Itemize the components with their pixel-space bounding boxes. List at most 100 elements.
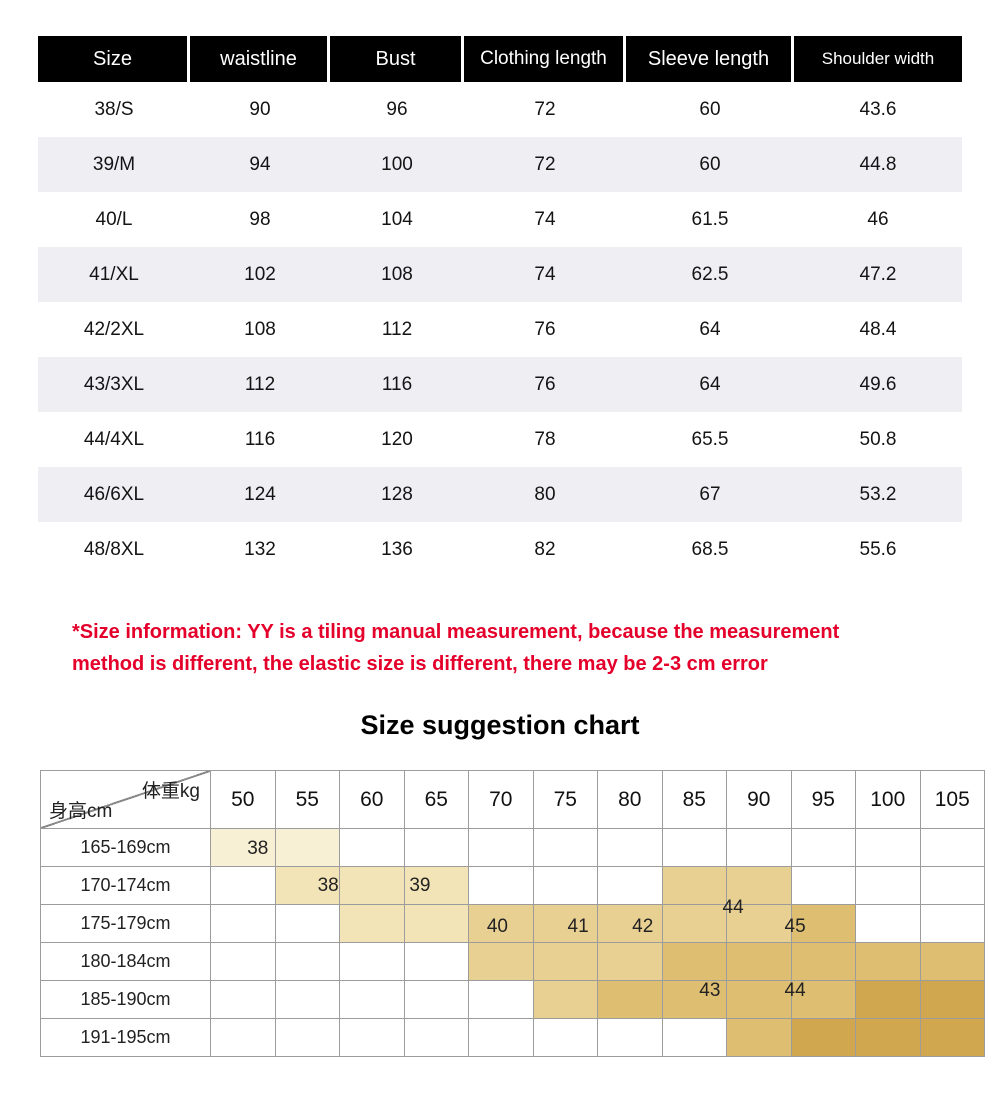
suggestion-cell xyxy=(727,829,792,867)
weight-header-cell: 80 xyxy=(598,771,663,829)
suggestion-cell xyxy=(791,905,856,943)
size-region-label: 43 xyxy=(699,980,721,1002)
weight-header-cell: 90 xyxy=(727,771,792,829)
suggestion-cell xyxy=(275,1019,340,1057)
measurement-cell: 50.8 xyxy=(859,428,897,450)
measurement-cell: 49.6 xyxy=(794,357,962,412)
suggestion-cell xyxy=(598,981,663,1019)
suggestion-cell xyxy=(662,1019,727,1057)
weight-header-cell: 50 xyxy=(211,771,276,829)
height-row-label: 191-195cm xyxy=(41,1019,211,1057)
measurement-cell: 62.5 xyxy=(626,247,794,302)
weight-header-cell: 60 xyxy=(340,771,405,829)
suggestion-cell xyxy=(727,867,792,905)
suggestion-cell xyxy=(275,943,340,981)
height-row-label: 170-174cm xyxy=(41,867,211,905)
suggestion-cell xyxy=(211,943,276,981)
measurement-cell: 78 xyxy=(534,428,556,450)
suggestion-cell xyxy=(533,905,598,943)
size-cell: 41/XL xyxy=(38,247,190,302)
size-cell: 43/3XL xyxy=(38,357,190,412)
size-table-header-cell: Size xyxy=(38,36,190,82)
suggestion-cell xyxy=(598,943,663,981)
suggestion-chart-title: Size suggestion chart xyxy=(360,710,640,740)
size-table-row: 39/M 94 100 72 60 44.8 xyxy=(38,137,962,192)
suggestion-cell xyxy=(920,867,985,905)
suggestion-cell xyxy=(275,981,340,1019)
suggestion-cell xyxy=(856,829,921,867)
measurement-cell: 53.2 xyxy=(794,467,962,522)
suggestion-cell xyxy=(856,1019,921,1057)
weight-header-cell: 65 xyxy=(404,771,469,829)
size-cell: 46/6XL xyxy=(38,467,190,522)
suggestion-cell xyxy=(469,1019,534,1057)
measurement-cell: 64 xyxy=(699,318,721,340)
suggestion-cell xyxy=(727,943,792,981)
suggestion-cell xyxy=(533,981,598,1019)
size-table: Size waistline Bust Clothing length Sleeve l… xyxy=(38,36,962,577)
measurement-cell: 74 xyxy=(534,208,556,230)
size-suggestion-chart: 体重kg 身高cm 50 55 60 65 70 75 80 85 90 95 100 105 165-16… xyxy=(40,770,985,1057)
suggestion-cell xyxy=(791,981,856,1019)
measurement-cell: 108 xyxy=(244,318,276,340)
measurement-cell: 112 xyxy=(381,318,413,340)
measurement-cell: 90 xyxy=(249,98,271,120)
suggestion-cell xyxy=(598,867,663,905)
suggestion-cell xyxy=(404,905,469,943)
measurement-cell: 82 xyxy=(534,538,556,560)
suggestion-cell xyxy=(404,829,469,867)
height-axis-label: 身高cm xyxy=(49,801,113,822)
size-table-header-cell: Bust xyxy=(330,36,464,82)
size-region-label: 44 xyxy=(784,980,806,1002)
measurement-cell: 136 xyxy=(381,538,413,560)
measurement-cell: 98 xyxy=(249,208,271,230)
measurement-cell: 72 xyxy=(534,98,556,120)
suggestion-cell xyxy=(920,905,985,943)
suggestion-cell xyxy=(598,1019,663,1057)
suggestion-cell xyxy=(469,905,534,943)
size-region-label: 40 xyxy=(486,915,508,937)
size-note-line1: *Size information: YY is a tiling manual… xyxy=(72,621,840,643)
measurement-cell: 46 xyxy=(867,208,889,230)
suggestion-cell xyxy=(662,943,727,981)
weight-header-cell: 95 xyxy=(791,771,856,829)
size-table-row: 40/L 98 104 74 61.5 46 xyxy=(38,192,962,247)
size-cell: 48/8XL xyxy=(83,538,145,560)
suggestion-cell xyxy=(856,905,921,943)
size-cell: 44/4XL xyxy=(83,428,145,450)
suggestion-cell xyxy=(856,943,921,981)
size-table-row: 43/3XL 112 116 76 64 49.6 xyxy=(38,357,962,412)
measurement-cell: 116 xyxy=(330,357,464,412)
measurement-cell: 112 xyxy=(190,357,330,412)
suggestion-cell xyxy=(727,981,792,1019)
suggestion-cell xyxy=(920,829,985,867)
measurement-cell: 128 xyxy=(330,467,464,522)
measurement-cell: 60 xyxy=(699,98,721,120)
size-region-label: 41 xyxy=(567,915,589,937)
suggestion-cell xyxy=(662,867,727,905)
size-region-label: 39 xyxy=(409,875,431,897)
measurement-cell: 96 xyxy=(386,98,408,120)
size-cell: 42/2XL xyxy=(83,318,145,340)
size-table-row: 41/XL 102 108 74 62.5 47.2 xyxy=(38,247,962,302)
suggestion-cell xyxy=(469,829,534,867)
size-region-label: 38 xyxy=(317,875,339,897)
suggestion-cell xyxy=(340,867,405,905)
size-cell: 38/S xyxy=(94,98,134,120)
measurement-cell: 124 xyxy=(190,467,330,522)
weight-height-corner-cell: 体重kg 身高cm xyxy=(41,771,211,829)
suggestion-cell xyxy=(791,867,856,905)
suggestion-cell xyxy=(791,829,856,867)
size-table-row: 42/2XL 108 112 76 64 48.4 xyxy=(38,302,962,357)
weight-header-cell: 75 xyxy=(533,771,598,829)
suggestion-cell xyxy=(275,867,340,905)
suggestion-cell xyxy=(340,1019,405,1057)
size-note-line2: method is different, the elastic size is… xyxy=(72,653,768,675)
measurement-cell: 116 xyxy=(244,428,276,450)
suggestion-cell xyxy=(211,867,276,905)
measurement-cell: 80 xyxy=(464,467,626,522)
weight-header-cell: 55 xyxy=(275,771,340,829)
weight-header-cell: 85 xyxy=(662,771,727,829)
size-table-header-cell: Clothing length xyxy=(464,36,626,82)
